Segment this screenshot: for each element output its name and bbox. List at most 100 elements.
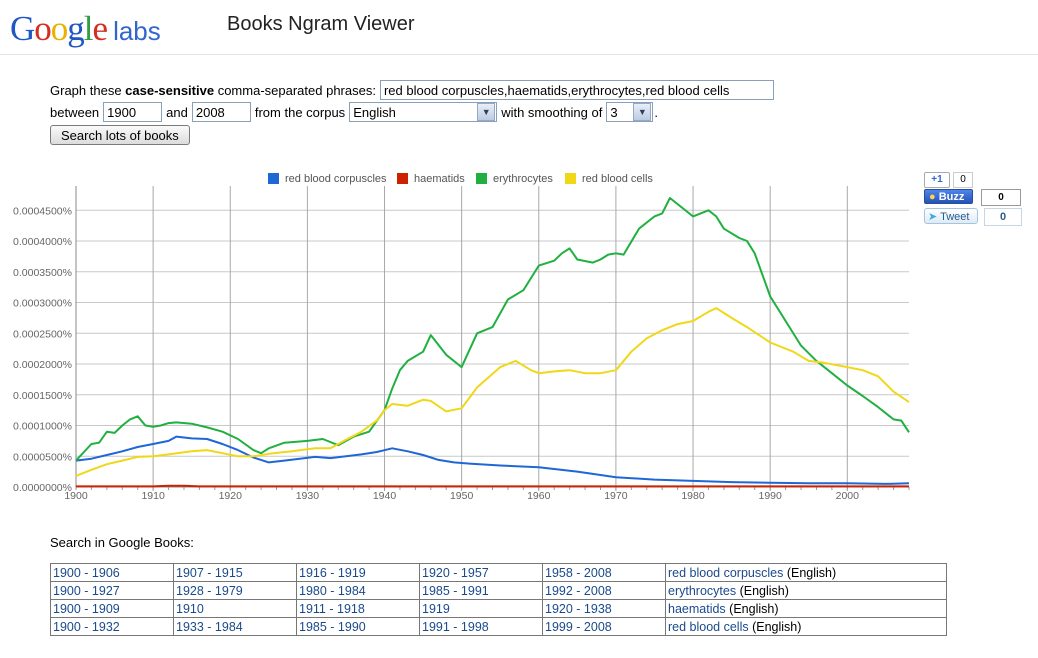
year-range-link[interactable]: 1933 - 1984 xyxy=(176,619,243,634)
legend-swatch xyxy=(397,173,408,184)
year-range-link[interactable]: 1900 - 1927 xyxy=(53,583,120,598)
year-range-cell: 1920 - 1938 xyxy=(542,599,666,618)
phrase-link[interactable]: haematids xyxy=(668,601,726,616)
series-line-red-blood-corpuscles[interactable] xyxy=(75,435,910,485)
year-range-link[interactable]: 1900 - 1906 xyxy=(53,565,120,580)
smoothing-label: with smoothing of xyxy=(501,104,603,120)
corpus-select[interactable]: English ▼ xyxy=(349,102,498,122)
year-range-cell: 1928 - 1979 xyxy=(173,581,297,600)
start-year-input[interactable] xyxy=(103,102,163,122)
phrase-cell: red blood cells (English) xyxy=(665,617,947,636)
y-tick-label: 0.0001000% xyxy=(13,421,72,433)
logo-letter: o xyxy=(50,9,68,48)
chevron-down-icon[interactable]: ▼ xyxy=(633,103,652,121)
x-tick-label: 1980 xyxy=(681,490,705,500)
plusone-button[interactable]: +1 xyxy=(924,172,950,188)
books-search-table: 1900 - 1906 1907 - 1915 1916 - 1919 1920 - … xyxy=(50,563,947,636)
phrase-cell: erythrocytes (English) xyxy=(665,581,947,600)
year-range-link[interactable]: 1985 - 1991 xyxy=(422,583,489,598)
year-range-cell: 1911 - 1918 xyxy=(296,599,420,618)
legend-label[interactable]: red blood cells xyxy=(582,173,653,185)
logo-letter: e xyxy=(92,9,109,48)
year-range-link[interactable]: 1916 - 1919 xyxy=(299,565,366,580)
year-range-link[interactable]: 1910 xyxy=(176,601,204,616)
logo-letter: l xyxy=(83,9,94,48)
year-range-link[interactable]: 1928 - 1979 xyxy=(176,583,243,598)
books-search-label: Search in Google Books: xyxy=(50,535,194,550)
phrases-input[interactable] xyxy=(379,80,774,100)
chevron-down-icon[interactable]: ▼ xyxy=(477,103,496,121)
year-range-link[interactable]: 1900 - 1909 xyxy=(53,601,120,616)
y-tick-label: 0.0003000% xyxy=(13,298,72,310)
smoothing-select[interactable]: 3 ▼ xyxy=(606,102,654,122)
year-range-link[interactable]: 1920 - 1938 xyxy=(545,601,612,616)
x-tick-label: 1910 xyxy=(141,490,165,500)
series-line-haematids[interactable] xyxy=(76,484,909,488)
table-row: 1900 - 1927 1928 - 1979 1980 - 1984 1985 - … xyxy=(50,581,947,600)
legend-label[interactable]: red blood corpuscles xyxy=(285,173,387,185)
year-range-link[interactable]: 1920 - 1957 xyxy=(422,565,489,580)
year-range-link[interactable]: 1985 - 1990 xyxy=(299,619,366,634)
search-button[interactable]: Search lots of books xyxy=(50,125,190,145)
phrase-link[interactable]: erythrocytes xyxy=(668,583,737,598)
year-range-cell: 1916 - 1919 xyxy=(296,563,420,582)
phrase-link[interactable]: red blood cells xyxy=(668,619,749,634)
x-tick-label: 1970 xyxy=(604,490,628,500)
buzz-icon: ● xyxy=(929,191,936,203)
year-range-link[interactable]: 1900 - 1932 xyxy=(53,619,120,634)
y-tick-label: 0.0004000% xyxy=(13,236,72,248)
year-range-link[interactable]: 1958 - 2008 xyxy=(545,565,612,580)
year-range-link[interactable]: 1907 - 1915 xyxy=(176,565,243,580)
year-range-link[interactable]: 1991 - 1998 xyxy=(422,619,489,634)
y-tick-label: 0.0003500% xyxy=(13,267,72,279)
year-range-cell: 1991 - 1998 xyxy=(419,617,543,636)
phrase-cell: haematids (English) xyxy=(665,599,947,618)
corpus-label: (English) xyxy=(783,565,837,580)
year-range-link[interactable]: 1999 - 2008 xyxy=(545,619,612,634)
logo-letter: o xyxy=(34,9,51,48)
legend-swatch xyxy=(565,173,576,184)
year-range-cell: 1900 - 1932 xyxy=(50,617,174,636)
legend-label[interactable]: haematids xyxy=(414,173,465,185)
y-tick-label: 0.0000000% xyxy=(13,482,72,494)
year-range-cell: 1992 - 2008 xyxy=(542,581,666,600)
smoothing-value: 3 xyxy=(610,104,618,120)
year-range-cell: 1919 xyxy=(419,599,543,618)
corpus-label: from the corpus xyxy=(254,104,346,120)
y-tick-label: 0.0004500% xyxy=(13,205,72,217)
year-range-cell: 1985 - 1990 xyxy=(296,617,420,636)
year-range-link[interactable]: 1919 xyxy=(422,601,450,616)
year-range-link[interactable]: 1980 - 1984 xyxy=(299,583,366,598)
legend-swatch xyxy=(268,173,279,184)
year-range-link[interactable]: 1911 - 1918 xyxy=(299,601,365,616)
y-tick-label: 0.0002500% xyxy=(13,328,72,340)
legend-label[interactable]: erythrocytes xyxy=(493,173,553,185)
query-form: Graph these case-sensitive comma-separat… xyxy=(50,79,778,145)
x-tick-label: 1960 xyxy=(527,490,551,500)
buzz-button[interactable]: ● Buzz xyxy=(924,189,973,204)
corpus-label: (English) xyxy=(736,583,789,598)
table-row: 1900 - 1932 1933 - 1984 1985 - 1990 1991 - … xyxy=(50,617,947,636)
labs-label: labs xyxy=(113,16,161,46)
x-tick-label: 1900 xyxy=(64,490,88,500)
tweet-button[interactable]: ➤ Tweet xyxy=(924,208,978,224)
year-range-cell: 1900 - 1906 xyxy=(50,563,174,582)
google-labs-logo[interactable]: Google labs xyxy=(10,10,161,50)
x-tick-label: 1950 xyxy=(450,490,474,500)
between-label: between xyxy=(50,104,100,120)
google-logo-letters: Google xyxy=(10,9,109,48)
corpus-label: (English) xyxy=(725,601,779,616)
year-range-cell: 1907 - 1915 xyxy=(173,563,297,582)
table-row: 1900 - 1909 1910 1911 - 1918 1919 1920 - 193… xyxy=(50,599,947,618)
y-tick-label: 0.0000500% xyxy=(13,451,72,463)
year-range-link[interactable]: 1992 - 2008 xyxy=(545,583,612,598)
ngram-chart: 0.0000000% 0.0000500% 0.0001000% 0.0001500%… xyxy=(13,173,910,500)
year-range-cell: 1985 - 1991 xyxy=(419,581,543,600)
series-line-red-blood-cells[interactable] xyxy=(75,307,910,477)
twitter-bird-icon: ➤ xyxy=(928,211,938,223)
end-year-input[interactable] xyxy=(191,102,251,122)
year-range-cell: 1980 - 1984 xyxy=(296,581,420,600)
phrase-link[interactable]: red blood corpuscles xyxy=(668,565,784,580)
series-line-erythrocytes[interactable] xyxy=(75,197,910,462)
year-range-cell: 1999 - 2008 xyxy=(542,617,666,636)
